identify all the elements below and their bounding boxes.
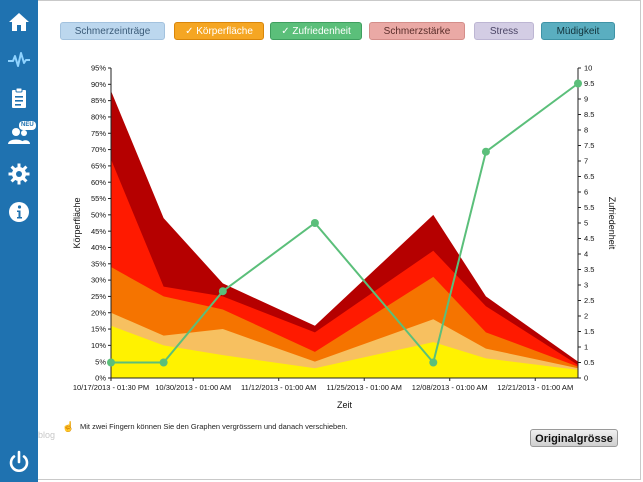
- y-right-tick-label: 4: [584, 250, 588, 259]
- clipboard-icon[interactable]: [7, 86, 31, 110]
- zufriedenheit-point: [429, 358, 438, 367]
- y-right-tick-label: 9.5: [584, 79, 594, 88]
- y-right-tick-label: 5: [584, 219, 588, 228]
- pinch-hand-icon: ☝: [62, 422, 75, 433]
- legend-toggle-4[interactable]: Stress: [474, 22, 534, 40]
- y-right-tick-label: 8: [584, 126, 588, 135]
- y-right-tick-label: 3.5: [584, 265, 594, 274]
- y-right-tick-label: 4.5: [584, 234, 594, 243]
- zufriedenheit-point: [159, 358, 168, 367]
- reset-zoom-button[interactable]: Originalgrösse: [530, 429, 618, 447]
- gear-icon[interactable]: [7, 162, 31, 186]
- y-right-tick-label: 1: [584, 343, 588, 352]
- legend-toggle-2[interactable]: ✓ Zufriedenheit: [270, 22, 362, 40]
- y-right-tick-label: 7.5: [584, 141, 594, 150]
- y-left-tick-label: 15%: [91, 325, 106, 334]
- watermark: blog: [38, 430, 56, 440]
- y-axis-left-title: Körperfläche: [72, 197, 82, 248]
- y-right-tick-label: 0: [584, 374, 588, 383]
- legend-toggle-3[interactable]: Schmerzstärke: [369, 22, 465, 40]
- y-left-tick-label: 45%: [91, 227, 106, 236]
- y-right-tick-label: 6.5: [584, 172, 594, 181]
- y-left-tick-label: 5%: [95, 357, 106, 366]
- y-left-tick-label: 65%: [91, 161, 106, 170]
- pulse-icon[interactable]: [7, 48, 31, 72]
- y-left-tick-label: 35%: [91, 259, 106, 268]
- y-left-tick-label: 40%: [91, 243, 106, 252]
- y-left-tick-label: 75%: [91, 129, 106, 138]
- y-left-tick-label: 95%: [91, 64, 106, 73]
- y-right-tick-label: 1.5: [584, 327, 594, 336]
- y-right-tick-label: 6: [584, 188, 588, 197]
- zoom-hint: Mit zwei Fingern können Sie den Graphen …: [80, 422, 348, 431]
- y-left-tick-label: 55%: [91, 194, 106, 203]
- y-left-tick-label: 20%: [91, 308, 106, 317]
- x-tick-label: 11/12/2013 - 01:00 AM: [241, 383, 316, 392]
- x-tick-label: 10/17/2013 - 01:30 PM: [73, 383, 149, 392]
- y-left-tick-label: 60%: [91, 178, 106, 187]
- y-right-tick-label: 3: [584, 281, 588, 290]
- power-icon[interactable]: [7, 450, 31, 474]
- x-tick-label: 12/08/2013 - 01:00 AM: [412, 383, 488, 392]
- y-right-tick-label: 2: [584, 312, 588, 321]
- zufriedenheit-point: [481, 147, 490, 156]
- y-right-tick-label: 5.5: [584, 203, 594, 212]
- users-icon[interactable]: [7, 124, 31, 148]
- y-left-tick-label: 50%: [91, 210, 106, 219]
- zufriedenheit-point: [574, 79, 582, 88]
- x-tick-label: 10/30/2013 - 01:00 AM: [155, 383, 231, 392]
- y-left-tick-label: 80%: [91, 113, 106, 122]
- content-frame: [38, 0, 641, 480]
- legend-toggle-1[interactable]: ✓ Körperfläche: [174, 22, 264, 40]
- x-axis-title: Zeit: [337, 400, 353, 410]
- y-left-tick-label: 85%: [91, 96, 106, 105]
- x-tick-label: 12/21/2013 - 01:00 AM: [497, 383, 573, 392]
- y-left-tick-label: 70%: [91, 145, 106, 154]
- sidebar: NEU: [0, 0, 38, 482]
- y-left-tick-label: 0%: [95, 374, 106, 383]
- zufriedenheit-point: [107, 358, 115, 367]
- area-band-1: [111, 325, 578, 378]
- y-right-tick-label: 7: [584, 157, 588, 166]
- zufriedenheit-point: [218, 287, 227, 296]
- legend-toggle-0[interactable]: Schmerzeinträge: [60, 22, 165, 40]
- y-left-tick-label: 30%: [91, 276, 106, 285]
- y-left-tick-label: 10%: [91, 341, 106, 350]
- y-left-tick-label: 90%: [91, 80, 106, 89]
- x-tick-label: 11/25/2013 - 01:00 AM: [327, 383, 402, 392]
- info-icon[interactable]: [7, 200, 31, 224]
- legend-toggle-5[interactable]: Müdigkeit: [541, 22, 615, 40]
- y-axis-right-title: Zufriedenheit: [607, 197, 617, 250]
- y-right-tick-label: 10: [584, 64, 592, 73]
- y-right-tick-label: 8.5: [584, 110, 594, 119]
- y-right-tick-label: 9: [584, 95, 588, 104]
- y-right-tick-label: 0.5: [584, 358, 594, 367]
- new-badge: NEU: [19, 121, 36, 130]
- zufriedenheit-point: [310, 219, 319, 227]
- home-icon[interactable]: [7, 10, 31, 34]
- y-left-tick-label: 25%: [91, 292, 106, 301]
- y-right-tick-label: 2.5: [584, 296, 594, 305]
